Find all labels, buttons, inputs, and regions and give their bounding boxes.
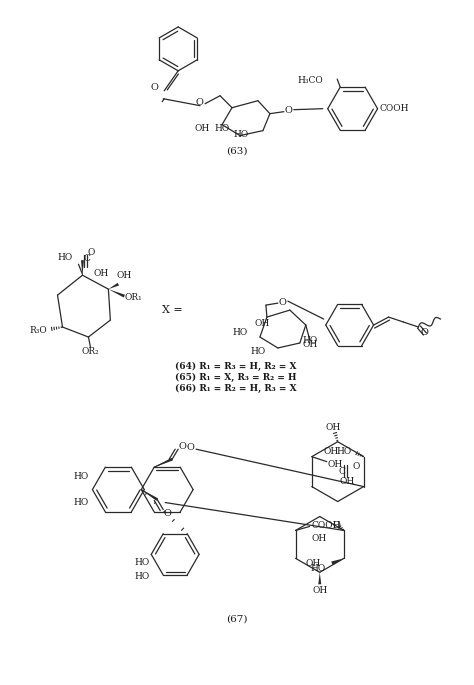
Text: HO: HO <box>337 447 352 456</box>
Text: O: O <box>285 106 293 115</box>
Text: (67): (67) <box>226 614 248 623</box>
Text: HO: HO <box>134 572 149 581</box>
Text: O: O <box>279 297 287 307</box>
Polygon shape <box>331 558 344 565</box>
Text: (65) R₁ = X, R₃ = R₂ = H: (65) R₁ = X, R₃ = R₂ = H <box>175 373 297 382</box>
Text: HO: HO <box>233 327 248 336</box>
Text: HO: HO <box>73 472 89 481</box>
Text: COOH: COOH <box>311 521 341 530</box>
Text: OH: OH <box>195 124 210 133</box>
Text: HO: HO <box>73 498 89 507</box>
Text: (66) R₁ = R₂ = H, R₃ = X: (66) R₁ = R₂ = H, R₃ = X <box>175 384 297 393</box>
Text: OH: OH <box>93 269 109 277</box>
Text: OH: OH <box>328 460 343 469</box>
Text: H₃CO: H₃CO <box>297 76 323 85</box>
Text: HO: HO <box>302 336 318 345</box>
Text: OH: OH <box>255 319 270 327</box>
Text: O: O <box>163 509 171 518</box>
Polygon shape <box>81 260 84 275</box>
Text: C: C <box>83 253 90 263</box>
Text: (63): (63) <box>226 146 248 155</box>
Text: O: O <box>186 443 194 451</box>
Polygon shape <box>109 283 119 289</box>
Text: OH: OH <box>306 559 321 568</box>
Polygon shape <box>318 573 321 584</box>
Polygon shape <box>109 289 125 297</box>
Text: HO: HO <box>57 253 73 262</box>
Text: O: O <box>332 521 340 530</box>
Text: O: O <box>178 442 186 451</box>
Text: O: O <box>353 462 360 471</box>
Text: C: C <box>338 467 345 476</box>
Text: O: O <box>150 84 158 92</box>
Text: O: O <box>195 98 203 108</box>
Text: OH: OH <box>325 423 340 432</box>
Text: HO: HO <box>234 130 249 139</box>
Text: OH: OH <box>116 271 132 279</box>
Text: (64) R₁ = R₃ = H, R₂ = X: (64) R₁ = R₃ = H, R₂ = X <box>175 362 297 371</box>
Text: X =: X = <box>162 305 183 315</box>
Text: HO: HO <box>251 347 266 356</box>
Text: OH: OH <box>339 477 355 486</box>
Text: OH: OH <box>324 447 339 456</box>
Text: OH: OH <box>311 534 327 543</box>
Text: OR₁: OR₁ <box>124 292 142 301</box>
Text: OR₂: OR₂ <box>82 347 100 356</box>
Text: OH: OH <box>302 340 318 349</box>
Text: O: O <box>88 248 95 257</box>
Polygon shape <box>154 458 173 467</box>
Text: HO: HO <box>311 564 326 573</box>
Text: COOH: COOH <box>380 104 409 113</box>
Text: R₃O: R₃O <box>30 325 47 334</box>
Polygon shape <box>141 490 158 501</box>
Text: O: O <box>420 327 428 336</box>
Text: HO: HO <box>134 558 149 567</box>
Text: HO: HO <box>215 124 230 133</box>
Text: OH: OH <box>312 586 328 595</box>
